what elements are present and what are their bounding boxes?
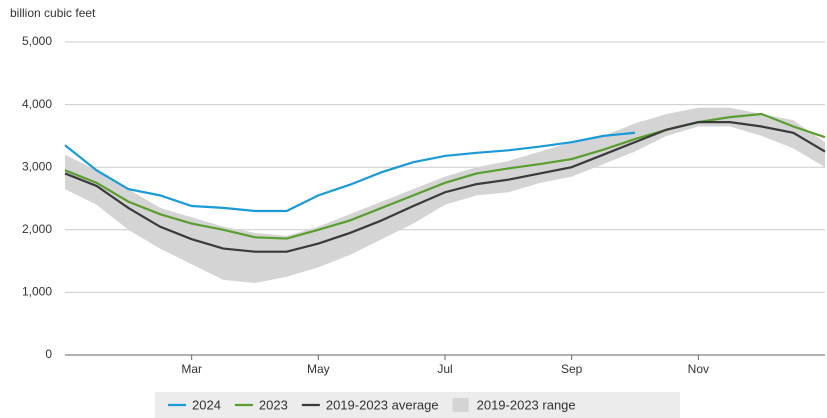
series-line bbox=[64, 131, 636, 213]
legend-label: 2023 bbox=[259, 397, 288, 412]
x-tick-label: Nov bbox=[688, 362, 709, 376]
range-area bbox=[65, 107, 825, 284]
y-tick-label: 3,000 bbox=[22, 159, 52, 173]
legend-label: 2019-2023 average bbox=[326, 397, 439, 412]
x-tick-label: Mar bbox=[181, 362, 202, 376]
y-tick-label: 0 bbox=[45, 347, 52, 361]
y-tick-label: 5,000 bbox=[22, 34, 52, 48]
series-line bbox=[64, 121, 826, 253]
legend-label: 2024 bbox=[192, 397, 221, 412]
x-tick-label: May bbox=[307, 362, 330, 376]
y-tick-label: 4,000 bbox=[22, 97, 52, 111]
legend-swatch bbox=[452, 398, 469, 412]
y-tick-label: 2,000 bbox=[22, 222, 52, 236]
legend-label: 2019-2023 range bbox=[477, 397, 576, 412]
x-tick-label: Sep bbox=[561, 362, 583, 376]
series-line bbox=[64, 112, 826, 240]
x-tick-label: Jul bbox=[437, 362, 452, 376]
y-tick-label: 1,000 bbox=[22, 285, 52, 299]
chart-subtitle: billion cubic feet bbox=[10, 6, 96, 20]
